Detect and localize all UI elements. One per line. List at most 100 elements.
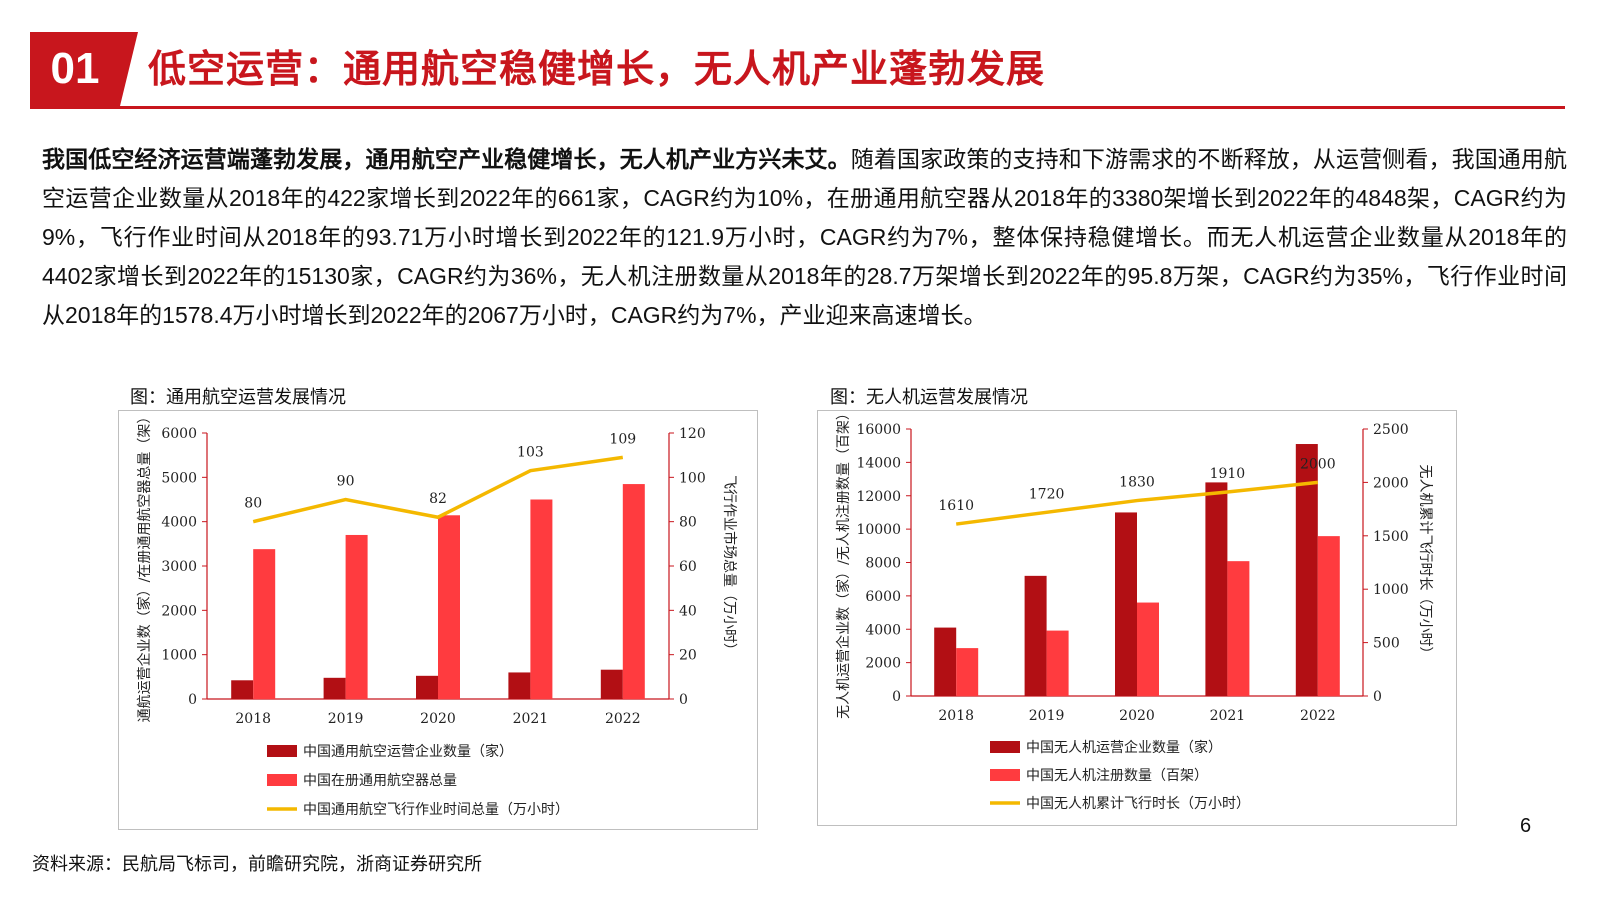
chart2-legend-swatch <box>990 769 1020 781</box>
chart1-y2tick-label: 60 <box>679 559 697 575</box>
chart2-legend-label: 中国无人机注册数量（百架） <box>1026 768 1208 784</box>
chart2-bar-aircraft <box>1137 602 1159 696</box>
chart1-line-data-label: 103 <box>517 445 544 461</box>
source-note: 资料来源：民航局飞标司，前瞻研究院，浙商证券研究所 <box>32 854 482 874</box>
chart1-y2tick-label: 40 <box>679 603 697 619</box>
chart1-ytick-label: 1000 <box>161 648 197 664</box>
chart2-bar-companies <box>1024 575 1047 696</box>
chart2-line-data-label: 1830 <box>1119 475 1155 491</box>
chart2-y2tick-label: 1000 <box>1373 582 1409 598</box>
chart1-y2tick-label: 20 <box>679 648 697 664</box>
chart2-bar-companies <box>1295 444 1318 696</box>
chart1-legend-label: 中国在册通用航空器总量 <box>303 773 457 789</box>
chart2-y2tick-label: 1500 <box>1373 529 1409 545</box>
chart1-bar-aircraft <box>253 549 276 699</box>
chart2-ytick-label: 8000 <box>865 556 901 572</box>
chart1-bar-aircraft <box>530 499 553 699</box>
chart2-line-data-label: 1910 <box>1210 466 1246 482</box>
slide-title: 低空运营：通用航空稳健增长，无人机产业蓬勃发展 <box>148 49 1046 91</box>
chart1-line-flight-hours <box>252 455 624 524</box>
chart1-line-data-label: 80 <box>244 496 262 512</box>
chart1-y2tick-label: 100 <box>679 470 706 486</box>
chart2-ylabel: 无人机运营企业数（家）/无人机注册数量（百架） <box>835 411 852 719</box>
chart1-bar-companies <box>416 675 438 699</box>
chart1-line-data-label: 90 <box>337 474 355 490</box>
chart1-line-data-label: 109 <box>609 431 636 447</box>
chart1-bar-companies <box>508 672 531 699</box>
chart1-ytick-label: 5000 <box>161 470 197 486</box>
chart2-legend-swatch <box>990 741 1020 753</box>
chart2-category-label: 2020 <box>1119 708 1155 724</box>
chart1-bar-companies <box>600 669 623 699</box>
chart1-category-label: 2019 <box>328 711 364 727</box>
chart2-line-flight-hours <box>955 480 1318 526</box>
chart2-y2tick-label: 0 <box>1373 689 1382 705</box>
intro-body: 随着国家政策的支持和下游需求的不断释放，从运营侧看，我国通用航空运营企业数量从2… <box>42 146 1568 328</box>
intro-lead: 我国低空经济运营端蓬勃发展，通用航空产业稳健增长，无人机产业方兴未艾。 <box>42 146 851 172</box>
drone-operation-chart: 0 2000 4000 6000 8000 10000 12000 14000 16000 0 50… <box>817 410 1457 826</box>
chart2-category-label: 2018 <box>938 708 974 724</box>
chart1-bar-aircraft <box>438 515 460 699</box>
page-number: 6 <box>1520 815 1532 837</box>
intro-paragraph: 我国低空经济运营端蓬勃发展，通用航空产业稳健增长，无人机产业方兴未艾。随着国家政… <box>42 140 1567 335</box>
chart1-y2tick-label: 80 <box>679 515 697 531</box>
chart1-legend-label: 中国通用航空运营企业数量（家） <box>303 743 513 760</box>
chart2-ytick-label: 12000 <box>856 489 901 505</box>
chart1-y2tick-label: 120 <box>679 426 706 442</box>
chart2-bar-companies <box>934 627 957 696</box>
chart2-category-label: 2022 <box>1300 708 1336 724</box>
chart1-ylabel: 通航运营企业数（家）/在册通用航空器总量（架） <box>136 411 153 722</box>
chart2-line-data-label: 2000 <box>1300 456 1336 472</box>
chart2-legend-label: 中国无人机累计飞行时长（万小时） <box>1026 796 1250 812</box>
chart1-bar-aircraft <box>622 484 645 699</box>
chart1-bar-companies <box>323 677 346 699</box>
chart2-y2tick-label: 500 <box>1373 636 1400 652</box>
chart1-caption: 图：通用航空运营发展情况 <box>130 387 346 407</box>
chart2-ytick-label: 16000 <box>856 422 901 438</box>
chart1-legend-swatch <box>267 745 297 757</box>
chart2-caption: 图：无人机运营发展情况 <box>830 387 1028 407</box>
chart1-ytick-label: 6000 <box>161 426 197 442</box>
chart2-line-data-label: 1610 <box>938 498 974 514</box>
chart2-y2tick-label: 2000 <box>1373 475 1409 491</box>
general-aviation-chart: 0 1000 2000 3000 4000 5000 6000 0 20 40 60 80 100 120… <box>118 410 758 830</box>
chart1-bar-aircraft <box>345 534 368 699</box>
chart2-bar-companies <box>1205 482 1228 696</box>
chart1-y2tick-label: 0 <box>679 692 688 708</box>
chart1-legend-label: 中国通用航空飞行作业时间总量（万小时） <box>303 802 569 818</box>
chart2-y2tick-label: 2500 <box>1373 422 1409 438</box>
chart1-ytick-label: 3000 <box>161 559 197 575</box>
chart1-line-data-label: 82 <box>429 491 447 507</box>
chart2-bar-aircraft <box>956 648 979 696</box>
chart1-ytick-label: 0 <box>188 692 197 708</box>
chart2-category-label: 2021 <box>1210 708 1246 724</box>
chart2-ytick-label: 4000 <box>865 622 901 638</box>
chart2-ytick-label: 10000 <box>856 522 901 538</box>
chart2-ytick-label: 14000 <box>856 455 901 471</box>
chart2-bar-aircraft <box>1046 630 1069 696</box>
chart2-bar-aircraft <box>1317 536 1340 696</box>
chart2-y2label: 无人机累计飞行时长（万小时） <box>1417 465 1433 661</box>
chart2-bar-companies <box>1115 512 1137 696</box>
chart1-category-label: 2021 <box>513 711 549 727</box>
chart2-ytick-label: 0 <box>892 689 901 705</box>
chart2-category-label: 2019 <box>1029 708 1065 724</box>
chart2-bar-aircraft <box>1227 561 1250 696</box>
chart1-category-label: 2018 <box>235 711 271 727</box>
chart1-ytick-label: 4000 <box>161 515 197 531</box>
chart2-ytick-label: 6000 <box>865 589 901 605</box>
title-divider <box>30 106 1565 122</box>
chart1-category-label: 2022 <box>605 711 641 727</box>
chart2-svg: 0 2000 4000 6000 8000 10000 12000 14000 16000 0 50… <box>835 411 1433 812</box>
section-number: 01 <box>50 44 100 93</box>
chart1-bar-companies <box>231 680 254 699</box>
chart1-category-label: 2020 <box>420 711 456 727</box>
section-number-badge: 01 <box>30 32 138 106</box>
chart2-ytick-label: 2000 <box>865 656 901 672</box>
chart1-legend-swatch <box>267 774 297 786</box>
chart2-line-data-label: 1720 <box>1029 486 1065 502</box>
chart1-y2label: 飞行作业市场总量（万小时） <box>721 475 738 657</box>
chart2-legend-label: 中国无人机运营企业数量（家） <box>1026 739 1222 756</box>
chart1-svg: 0 1000 2000 3000 4000 5000 6000 0 20 40 60 80 100 120… <box>136 411 738 818</box>
chart1-ytick-label: 2000 <box>161 603 197 619</box>
